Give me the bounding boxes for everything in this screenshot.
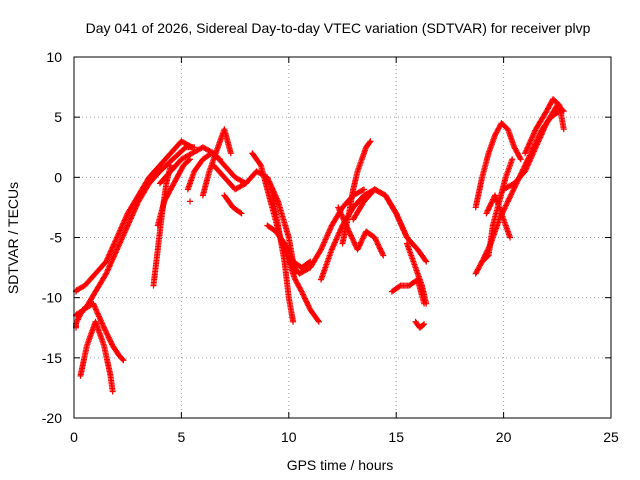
x-tick-label: 25	[603, 429, 619, 445]
chart-title: Day 041 of 2026, Sidereal Day-to-day VTE…	[86, 20, 591, 36]
series-pass-21	[403, 240, 430, 307]
series-pass-06	[154, 156, 193, 229]
series-markers	[350, 186, 430, 265]
x-axis-title: GPS time / hours	[287, 457, 394, 473]
tick-labels: 0 5 10 15 20 25 10 5 0 -5 -10 -15 -20	[42, 49, 619, 445]
series-pass-09	[199, 126, 234, 199]
series-markers	[500, 102, 567, 193]
series-markers	[472, 120, 524, 211]
y-tick-label: 5	[54, 109, 62, 125]
series-pass-26	[500, 102, 567, 193]
series-pass-14	[264, 222, 314, 271]
series-pass-19	[350, 186, 430, 265]
y-tick-label: -15	[42, 350, 62, 366]
series-markers	[483, 192, 514, 241]
series-markers	[154, 156, 193, 229]
y-tick-label: -5	[50, 230, 63, 246]
x-tick-label: 10	[281, 429, 297, 445]
x-tick-label: 15	[388, 429, 404, 445]
series-markers	[472, 156, 516, 277]
data-marks	[73, 96, 567, 395]
x-tick-label: 5	[178, 429, 186, 445]
series-pass-11	[221, 192, 245, 217]
outlier-marker	[186, 198, 193, 205]
series-pass-27	[522, 96, 567, 157]
x-tick-label: 20	[496, 429, 512, 445]
y-tick-label: 10	[46, 49, 62, 65]
y-tick-label: -20	[42, 410, 62, 426]
series-pass-23	[472, 156, 516, 277]
series-pass-03	[73, 144, 198, 319]
series-pass-02	[77, 318, 116, 395]
series-pass-22	[412, 318, 428, 331]
series-markers	[77, 318, 116, 395]
series-markers	[479, 108, 563, 265]
series-pass-18	[339, 138, 374, 247]
y-tick-label: 0	[54, 169, 62, 185]
series-pass-24	[472, 120, 524, 211]
x-tick-label: 0	[70, 429, 78, 445]
series-pass-04	[73, 138, 196, 295]
series-pass-28	[483, 192, 514, 241]
series-markers	[403, 240, 430, 307]
plot-frame	[73, 56, 612, 419]
series-markers	[522, 96, 567, 157]
series-markers	[412, 318, 428, 331]
y-axis-title: SDTVAR / TECUs	[5, 182, 21, 294]
series-markers	[221, 192, 245, 217]
series-pass-25	[479, 108, 563, 265]
y-tick-label: -10	[42, 290, 62, 306]
series-markers	[73, 138, 196, 295]
series-markers	[264, 222, 314, 271]
series-markers	[339, 138, 374, 247]
series-markers	[73, 144, 198, 319]
series-markers	[199, 126, 234, 199]
